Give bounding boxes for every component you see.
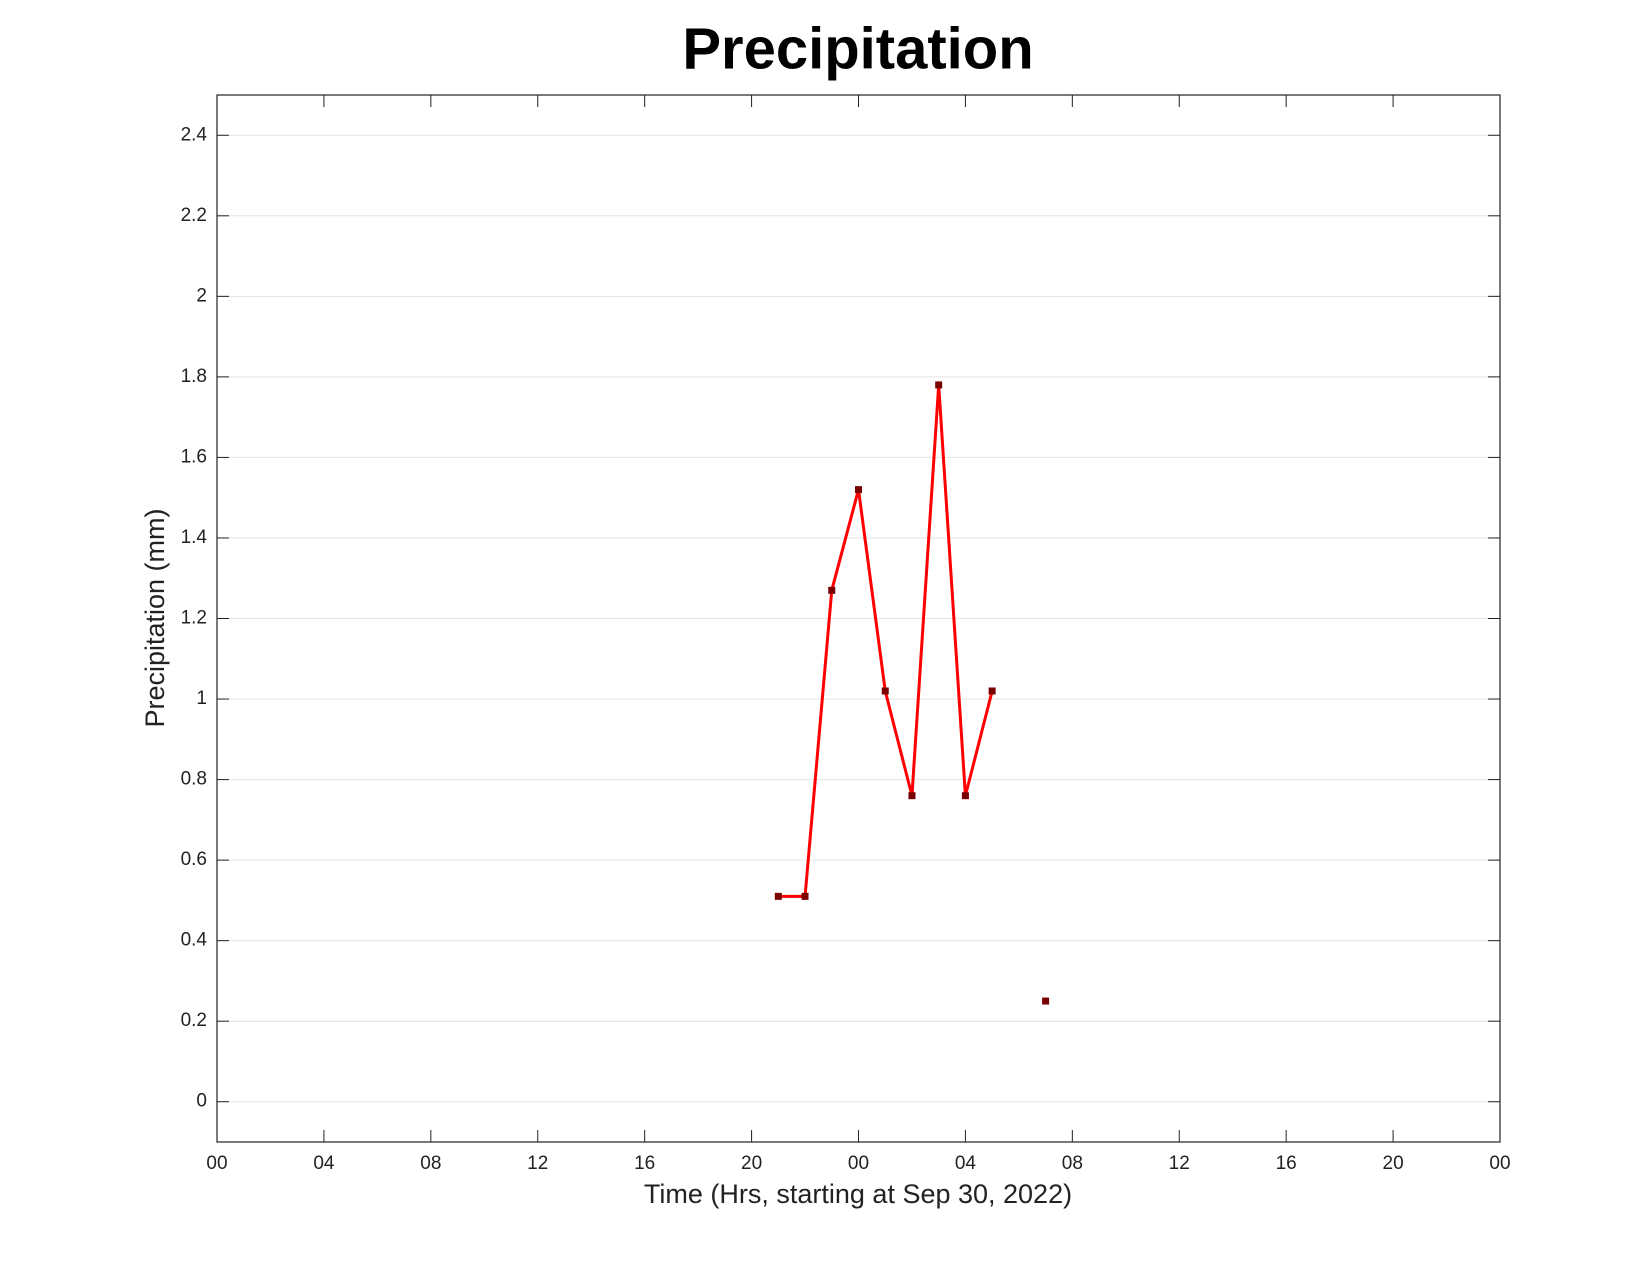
x-tick-label: 12 <box>1169 1153 1190 1174</box>
x-tick-label: 00 <box>1489 1153 1510 1174</box>
x-tick-label: 08 <box>420 1153 441 1174</box>
x-tick-label: 12 <box>527 1153 548 1174</box>
data-marker <box>1042 997 1050 1005</box>
x-tick-label: 04 <box>313 1153 335 1174</box>
data-marker <box>801 892 809 900</box>
data-marker <box>855 486 862 494</box>
y-tick-label: 2 <box>196 285 207 306</box>
data-line <box>778 385 1045 1001</box>
data-marker <box>988 687 996 695</box>
data-marker <box>828 586 836 594</box>
y-tick-label: 0.8 <box>181 769 207 790</box>
x-tick-label: 16 <box>1276 1153 1297 1174</box>
y-tick-label: 0.4 <box>181 930 208 951</box>
y-tick-label: 2.2 <box>181 205 207 226</box>
y-tick-label: 1 <box>196 688 207 709</box>
x-tick-label: 20 <box>1383 1153 1404 1174</box>
y-tick-label: 0.2 <box>181 1010 207 1031</box>
data-marker <box>961 792 969 800</box>
chart-title: Precipitation <box>682 16 1033 81</box>
data-marker <box>881 687 889 695</box>
x-tick-label: 04 <box>955 1153 977 1174</box>
x-tick-label: 00 <box>206 1153 227 1174</box>
x-tick-label: 20 <box>741 1153 762 1174</box>
y-tick-label: 1.8 <box>181 366 207 387</box>
x-tick-label: 00 <box>848 1153 869 1174</box>
y-tick-label: 1.2 <box>181 608 207 629</box>
y-tick-label: 1.6 <box>181 446 207 467</box>
x-tick-label: 16 <box>634 1153 655 1174</box>
data-marker <box>935 381 943 389</box>
y-tick-label: 0.6 <box>181 849 207 870</box>
y-tick-label: 2.4 <box>181 124 208 145</box>
y-tick-label: 1.4 <box>181 527 208 548</box>
data-marker <box>774 892 782 900</box>
data-marker <box>908 792 916 800</box>
plot-frame <box>216 94 1501 1143</box>
y-axis-label: Precipitation (mm) <box>140 508 170 727</box>
x-axis-label: Time (Hrs, starting at Sep 30, 2022) <box>644 1179 1072 1209</box>
x-tick-label: 08 <box>1062 1153 1083 1174</box>
y-tick-label: 0 <box>196 1091 207 1112</box>
